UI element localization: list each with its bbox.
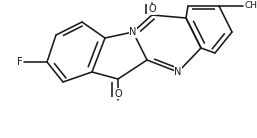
Text: O: O	[148, 4, 156, 14]
Text: N: N	[129, 27, 137, 37]
Text: F: F	[17, 57, 23, 67]
Text: CH₃: CH₃	[244, 2, 257, 10]
Text: N: N	[174, 67, 182, 77]
Text: O: O	[114, 89, 122, 99]
